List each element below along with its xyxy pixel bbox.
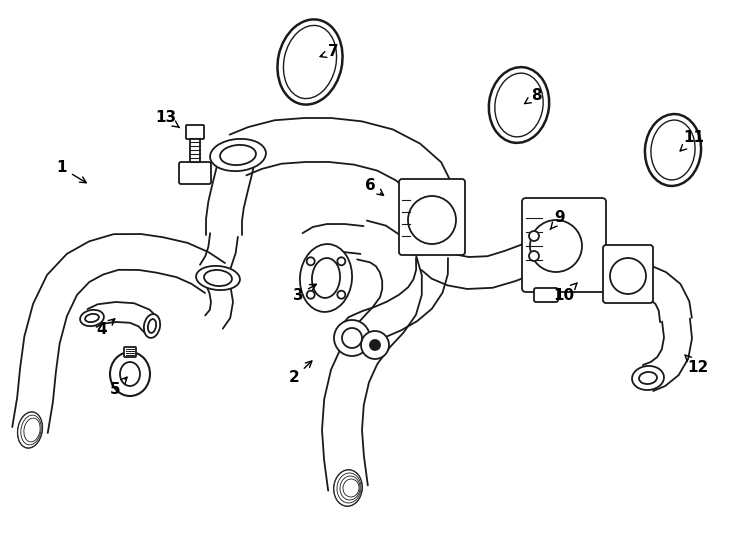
Polygon shape (205, 274, 233, 329)
Polygon shape (421, 237, 560, 289)
Text: 7: 7 (320, 44, 338, 59)
Ellipse shape (334, 470, 362, 506)
Text: 4: 4 (97, 319, 115, 338)
Text: 12: 12 (685, 355, 708, 375)
Ellipse shape (18, 412, 43, 448)
Text: 9: 9 (550, 211, 565, 229)
Polygon shape (87, 302, 159, 333)
Ellipse shape (23, 420, 36, 440)
Text: 6: 6 (365, 178, 384, 195)
Ellipse shape (370, 340, 380, 350)
Ellipse shape (283, 25, 337, 99)
Ellipse shape (80, 310, 104, 326)
Ellipse shape (338, 257, 345, 265)
Ellipse shape (645, 114, 701, 186)
Ellipse shape (307, 257, 315, 265)
FancyBboxPatch shape (603, 245, 653, 303)
Ellipse shape (144, 314, 160, 338)
Ellipse shape (312, 258, 340, 298)
Ellipse shape (18, 412, 43, 448)
Text: 3: 3 (293, 284, 316, 302)
Polygon shape (643, 319, 692, 391)
Polygon shape (206, 151, 255, 235)
Ellipse shape (307, 291, 315, 299)
Text: 2: 2 (288, 361, 312, 386)
Text: 10: 10 (553, 283, 577, 303)
Ellipse shape (337, 473, 361, 503)
Ellipse shape (300, 244, 352, 312)
FancyBboxPatch shape (124, 347, 136, 357)
Text: 11: 11 (680, 131, 705, 151)
Ellipse shape (21, 415, 41, 445)
Ellipse shape (610, 258, 646, 294)
Ellipse shape (651, 120, 695, 180)
FancyBboxPatch shape (399, 179, 465, 255)
FancyBboxPatch shape (522, 198, 606, 292)
Ellipse shape (110, 352, 150, 396)
Text: 13: 13 (156, 111, 179, 127)
Ellipse shape (334, 320, 370, 356)
Ellipse shape (220, 145, 256, 165)
Ellipse shape (204, 270, 232, 286)
Ellipse shape (489, 67, 549, 143)
Polygon shape (302, 224, 363, 257)
Ellipse shape (277, 19, 343, 105)
Ellipse shape (639, 372, 657, 384)
Polygon shape (322, 221, 422, 491)
Text: 8: 8 (525, 89, 541, 104)
Ellipse shape (342, 328, 362, 348)
Text: 1: 1 (57, 160, 87, 183)
Ellipse shape (120, 362, 140, 386)
Polygon shape (230, 118, 454, 208)
Ellipse shape (632, 366, 664, 390)
Ellipse shape (529, 251, 539, 261)
Ellipse shape (85, 314, 99, 322)
Ellipse shape (148, 319, 156, 333)
Polygon shape (200, 233, 238, 279)
Ellipse shape (196, 266, 240, 290)
Ellipse shape (338, 291, 345, 299)
Ellipse shape (210, 139, 266, 171)
Ellipse shape (408, 196, 456, 244)
Ellipse shape (495, 73, 543, 137)
Ellipse shape (343, 479, 359, 497)
Ellipse shape (340, 476, 360, 500)
Polygon shape (339, 258, 448, 348)
FancyBboxPatch shape (534, 288, 558, 302)
Ellipse shape (334, 470, 362, 506)
Text: 5: 5 (109, 377, 127, 397)
Polygon shape (624, 260, 692, 322)
Ellipse shape (530, 220, 582, 272)
Ellipse shape (23, 418, 40, 442)
Ellipse shape (529, 231, 539, 241)
FancyBboxPatch shape (179, 162, 211, 184)
FancyBboxPatch shape (186, 125, 204, 139)
Polygon shape (12, 234, 225, 433)
Ellipse shape (361, 331, 389, 359)
